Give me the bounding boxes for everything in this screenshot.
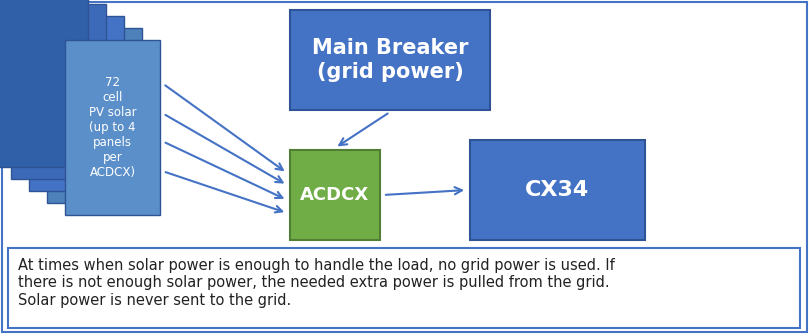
Text: CX34: CX34 xyxy=(525,180,590,200)
Bar xyxy=(65,40,160,215)
Text: ACDCX: ACDCX xyxy=(300,186,370,204)
Text: 72
cell
PV solar
(up to 4
panels
per
ACDCX): 72 cell PV solar (up to 4 panels per ACD… xyxy=(89,76,136,179)
Bar xyxy=(0,0,88,167)
Text: At times when solar power is enough to handle the load, no grid power is used. I: At times when solar power is enough to h… xyxy=(18,258,615,308)
Bar xyxy=(11,4,106,179)
Bar xyxy=(29,16,124,191)
Bar xyxy=(47,28,142,203)
Bar xyxy=(290,150,380,240)
Bar xyxy=(8,248,800,328)
Bar xyxy=(290,10,490,110)
Text: Main Breaker
(grid power): Main Breaker (grid power) xyxy=(311,38,468,81)
Bar xyxy=(470,140,645,240)
